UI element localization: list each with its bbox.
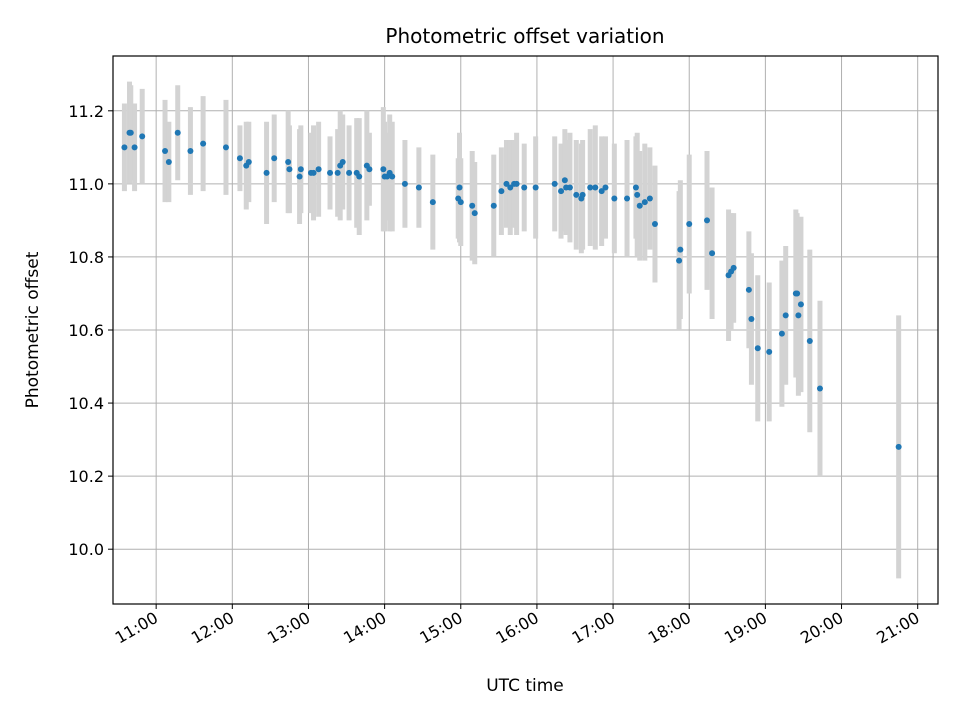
- data-point: [285, 158, 292, 165]
- data-point: [366, 166, 373, 173]
- data-point: [651, 221, 658, 228]
- data-point: [356, 173, 363, 180]
- data-points: [121, 129, 902, 450]
- data-point: [490, 202, 497, 209]
- data-point: [131, 144, 138, 151]
- data-point: [471, 210, 478, 217]
- data-point: [389, 173, 396, 180]
- data-point: [429, 199, 436, 206]
- data-point: [632, 184, 639, 191]
- data-point: [503, 180, 510, 187]
- data-point: [456, 184, 463, 191]
- data-point: [816, 385, 823, 392]
- data-point: [676, 257, 683, 264]
- y-tick-label: 10.2: [68, 467, 104, 486]
- data-point: [611, 195, 618, 202]
- data-point: [513, 180, 520, 187]
- data-point: [263, 169, 270, 176]
- data-point: [624, 195, 631, 202]
- data-point: [245, 158, 252, 165]
- data-point: [778, 330, 785, 337]
- y-tick-label: 11.2: [68, 102, 104, 121]
- y-axis-title: Photometric offset: [23, 251, 43, 408]
- data-point: [895, 443, 902, 450]
- data-point: [271, 155, 278, 162]
- data-point: [200, 140, 207, 147]
- data-point: [297, 166, 304, 173]
- data-point: [748, 316, 755, 323]
- data-point: [636, 202, 643, 209]
- data-point: [602, 184, 609, 191]
- data-point: [310, 169, 317, 176]
- data-point: [498, 188, 505, 195]
- data-point: [532, 184, 539, 191]
- data-point: [187, 147, 194, 154]
- data-point: [704, 217, 710, 224]
- data-point: [561, 177, 568, 184]
- data-point: [315, 166, 322, 173]
- data-point: [469, 202, 476, 209]
- data-point: [551, 180, 558, 187]
- y-tick-label: 10.6: [68, 321, 104, 340]
- data-point: [339, 158, 346, 165]
- data-point: [222, 144, 229, 151]
- data-point: [709, 250, 716, 257]
- data-point: [797, 301, 804, 308]
- data-point: [686, 221, 693, 228]
- data-point: [415, 184, 422, 191]
- data-point: [165, 158, 172, 165]
- y-axis: 10.0 10.2 10.4 10.6 10.8 11.0 11.2: [68, 102, 113, 559]
- data-point: [334, 169, 341, 176]
- data-point: [139, 133, 146, 140]
- data-point: [766, 348, 773, 355]
- data-point: [174, 129, 181, 136]
- data-point: [754, 345, 761, 352]
- data-point: [677, 246, 684, 253]
- x-axis-title: UTC time: [486, 676, 564, 696]
- y-tick-label: 11.0: [68, 175, 104, 194]
- data-point: [592, 184, 599, 191]
- data-point: [795, 312, 802, 319]
- data-point: [587, 184, 594, 191]
- data-point: [121, 144, 128, 151]
- data-point: [794, 290, 801, 297]
- data-point: [346, 169, 353, 176]
- data-point: [579, 191, 586, 198]
- data-point: [127, 129, 134, 136]
- data-point: [745, 286, 752, 293]
- data-point: [521, 184, 528, 191]
- y-tick-label: 10.0: [68, 540, 104, 559]
- data-point: [162, 147, 169, 154]
- data-point: [598, 188, 605, 195]
- data-point: [806, 337, 813, 344]
- data-point: [634, 191, 641, 198]
- data-point: [573, 191, 580, 198]
- data-point: [730, 264, 737, 271]
- data-point: [286, 166, 293, 173]
- data-point: [646, 195, 653, 202]
- data-point: [380, 166, 387, 173]
- data-point: [296, 173, 303, 180]
- data-point: [566, 184, 573, 191]
- data-point: [641, 199, 648, 206]
- data-point: [507, 184, 514, 191]
- data-point: [457, 199, 464, 206]
- grid: [113, 56, 938, 604]
- data-point: [558, 188, 565, 195]
- data-point: [782, 312, 789, 319]
- data-point: [236, 155, 243, 162]
- y-tick-label: 10.8: [68, 248, 104, 267]
- data-point: [401, 180, 408, 187]
- chart-title: Photometric offset variation: [385, 24, 664, 48]
- y-tick-label: 10.4: [68, 394, 104, 413]
- data-point: [327, 169, 334, 176]
